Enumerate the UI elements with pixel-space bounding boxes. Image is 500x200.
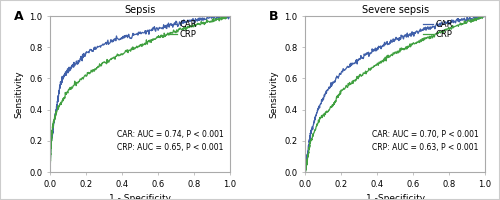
Legend: CAR, CRP: CAR, CRP: [168, 20, 198, 39]
Title: Severe sepsis: Severe sepsis: [362, 5, 428, 15]
CRP: [227, 15, 233, 17]
CAR: [440, 23, 446, 26]
Title: Sepsis: Sepsis: [124, 5, 156, 15]
CAR: [302, 171, 308, 173]
Text: CAR: AUC = 0.70, P < 0.001
CRP: AUC = 0.63, P < 0.001: CAR: AUC = 0.70, P < 0.001 CRP: AUC = 0.…: [372, 130, 478, 152]
CAR: [375, 46, 381, 48]
CRP: [482, 15, 488, 17]
CRP: [184, 27, 190, 29]
CRP: [224, 15, 230, 17]
CRP: [47, 171, 53, 173]
CRP: [440, 32, 446, 34]
CAR: [103, 41, 109, 44]
CRP: [132, 47, 138, 49]
CAR: [227, 15, 233, 17]
CRP: [104, 58, 110, 61]
X-axis label: 1 -Specificity: 1 -Specificity: [366, 194, 424, 200]
CRP: [302, 171, 308, 173]
CAR: [74, 62, 80, 64]
CRP: [360, 74, 366, 76]
CRP: [120, 54, 126, 56]
CAR: [47, 171, 53, 173]
Line: CAR: CAR: [305, 16, 485, 172]
Text: A: A: [14, 10, 24, 23]
CAR: [76, 61, 82, 63]
Line: CRP: CRP: [50, 16, 230, 172]
Text: CAR: AUC = 0.74, P < 0.001
CRP: AUC = 0.65, P < 0.001: CAR: AUC = 0.74, P < 0.001 CRP: AUC = 0.…: [116, 130, 224, 152]
CAR: [220, 15, 226, 17]
CRP: [360, 72, 366, 74]
CAR: [388, 42, 394, 44]
CAR: [482, 15, 488, 17]
CRP: [375, 62, 381, 65]
Line: CRP: CRP: [305, 16, 485, 172]
CRP: [106, 60, 112, 63]
CAR: [360, 56, 366, 58]
CRP: [476, 18, 482, 20]
CAR: [477, 17, 483, 20]
X-axis label: 1 - Specificity: 1 - Specificity: [109, 194, 171, 200]
Legend: CAR, CRP: CAR, CRP: [422, 20, 452, 39]
CRP: [221, 17, 227, 19]
Y-axis label: Sensitivity: Sensitivity: [270, 70, 279, 118]
CRP: [388, 55, 394, 57]
CAR: [360, 57, 366, 59]
Y-axis label: Sensitivity: Sensitivity: [14, 70, 24, 118]
Text: B: B: [270, 10, 279, 23]
CAR: [207, 15, 213, 17]
Line: CAR: CAR: [50, 16, 230, 172]
CAR: [172, 22, 177, 24]
CAR: [476, 15, 482, 17]
CRP: [482, 15, 488, 17]
CAR: [86, 49, 92, 52]
